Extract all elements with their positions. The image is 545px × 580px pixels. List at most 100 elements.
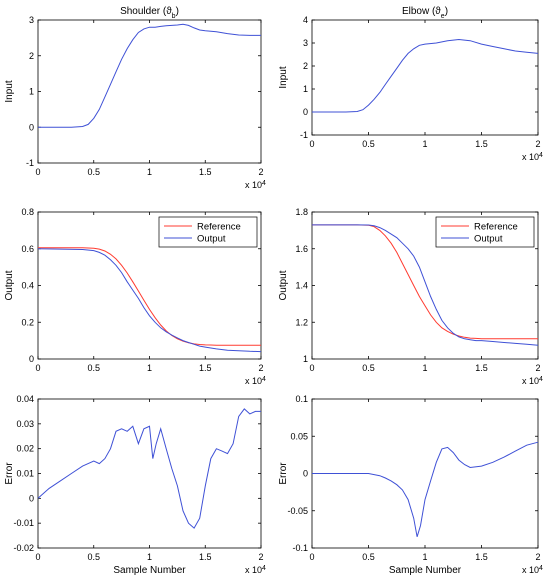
x-tick-label: 1.5 <box>475 363 488 373</box>
plot-area <box>37 19 262 164</box>
x-tick-label: 1.5 <box>199 167 212 177</box>
y-axis-label: Error <box>278 462 289 485</box>
y-tick-label: -0.01 <box>13 518 34 528</box>
elbow-error-chart: 0 0.5 1 1.5 2 -0.1 -0.05 0 0.05 0.1 x 104 Error Samp… <box>278 394 543 576</box>
series-line-signal <box>37 408 261 529</box>
x-tick-label: 0.5 <box>87 167 100 177</box>
x-exponent-base: x 10 <box>245 180 262 190</box>
x-exponent-base: x 10 <box>522 565 539 575</box>
legend-box <box>158 216 258 248</box>
y-axis-label: Input <box>4 80 15 102</box>
x-exponent-power: 4 <box>262 376 266 383</box>
chart-title: Elbow (ϑe) <box>402 6 448 20</box>
legend-label: Output <box>197 234 226 245</box>
y-tick-label: -1 <box>26 158 34 168</box>
legend-label: Output <box>474 234 503 245</box>
x-tick-label: 1.5 <box>475 139 488 149</box>
x-tick-label: 0.5 <box>362 552 375 562</box>
x-tick-label: 2 <box>258 363 263 373</box>
y-tick-label: 0.1 <box>295 394 308 404</box>
series-line-signal <box>312 38 539 113</box>
x-tick-label: 0.5 <box>87 363 100 373</box>
y-axis-label: Output <box>278 270 289 300</box>
y-tick-label: -0.02 <box>13 543 34 553</box>
x-exponent-label: x 104 <box>522 376 543 387</box>
y-tick-label: 2 <box>29 51 34 61</box>
y-tick-label: -1 <box>300 130 308 140</box>
x-tick-label: 0 <box>35 363 40 373</box>
x-exponent-label: x 104 <box>245 376 266 387</box>
series-line-signal <box>38 23 261 128</box>
y-axis-label: Error <box>4 462 15 485</box>
x-tick-label: 2 <box>258 552 263 562</box>
y-tick-label: 4 <box>303 15 308 25</box>
elbow-output-chart: 0 0.5 1 1.5 211.21.41.61.8x 104OutputReferen… <box>278 207 543 386</box>
x-tick-label: 0.5 <box>362 363 375 373</box>
y-tick-label: 0 <box>303 107 308 117</box>
y-tick-label: 1.2 <box>295 317 308 327</box>
x-axis-label: Sample Number <box>113 565 186 576</box>
x-exponent-power: 4 <box>262 565 266 572</box>
x-axis-label: Sample Number <box>389 565 462 576</box>
legend-box <box>435 216 535 248</box>
x-tick-label: 2 <box>535 139 540 149</box>
y-tick-label: 1 <box>303 84 308 94</box>
x-tick-label: 2 <box>258 167 263 177</box>
x-tick-label: 1.5 <box>199 552 212 562</box>
x-exponent-power: 4 <box>539 565 543 572</box>
y-tick-label: 0.2 <box>21 317 34 327</box>
y-tick-label: -0.05 <box>287 506 308 516</box>
x-exponent-label: x 104 <box>522 152 543 163</box>
x-tick-label: 1 <box>147 167 152 177</box>
x-tick-label: 1 <box>147 363 152 373</box>
x-exponent-label: x 104 <box>522 565 543 576</box>
x-exponent-power: 4 <box>539 376 543 383</box>
y-tick-label: 0 <box>29 122 34 132</box>
x-exponent-label: x 104 <box>245 565 266 576</box>
y-tick-label: 0.4 <box>21 281 34 291</box>
y-tick-label: 0.8 <box>21 207 34 217</box>
y-tick-label: 3 <box>303 38 308 48</box>
y-axis-label: Input <box>278 66 289 88</box>
y-tick-label: 1 <box>29 87 34 97</box>
y-tick-label: 0.6 <box>21 244 34 254</box>
x-tick-label: 0 <box>309 363 314 373</box>
x-tick-label: 1 <box>422 363 427 373</box>
chart-title: Shoulder (ϑb) <box>120 6 179 20</box>
y-tick-label: 0 <box>29 493 34 503</box>
y-tick-label: 0.04 <box>16 394 34 404</box>
x-tick-label: 1 <box>422 552 427 562</box>
x-tick-label: 1.5 <box>199 363 212 373</box>
y-tick-label: 0 <box>303 469 308 479</box>
x-tick-label: 0.5 <box>87 552 100 562</box>
y-tick-label: 1.4 <box>295 281 308 291</box>
legend-label: Reference <box>197 222 241 233</box>
x-exponent-base: x 10 <box>245 376 262 386</box>
x-exponent-label: x 104 <box>245 180 266 191</box>
series-line-reference <box>38 247 261 346</box>
x-tick-label: 1 <box>147 552 152 562</box>
x-tick-label: 0.5 <box>362 139 375 149</box>
x-exponent-base: x 10 <box>522 376 539 386</box>
y-tick-label: 0 <box>29 354 34 364</box>
chart-title-subscript: b <box>172 13 176 20</box>
y-axis-label: Output <box>4 270 15 300</box>
plot-area <box>311 19 539 136</box>
x-tick-label: 0 <box>35 552 40 562</box>
x-exponent-power: 4 <box>262 180 266 187</box>
series-line-reference <box>312 224 538 340</box>
y-tick-label: 0.05 <box>290 431 308 441</box>
chart-title-subscript: e <box>441 13 445 20</box>
plot-area <box>37 398 262 549</box>
y-tick-label: 1.8 <box>295 207 308 217</box>
chart-title-end: ) <box>176 6 179 17</box>
x-tick-label: 2 <box>535 552 540 562</box>
shoulder-output-chart: 0 0.5 1 1.5 200.20.40.60.8x 104OutputReferen… <box>4 207 266 386</box>
x-tick-label: 0 <box>309 552 314 562</box>
y-tick-label: 0.02 <box>16 444 34 454</box>
